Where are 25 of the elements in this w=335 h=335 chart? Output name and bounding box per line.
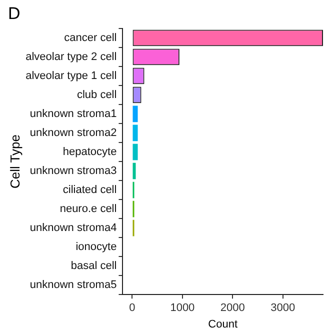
x-tick-label: 0 [129, 302, 136, 314]
bar [132, 124, 138, 142]
y-tick-label: unknown stroma4 [30, 222, 117, 234]
y-tick-label: ciliated cell [62, 184, 117, 196]
y-tick-label: alveolar type 2 cell [26, 50, 117, 63]
chart-title: D [8, 4, 20, 23]
y-tick-label: ionocyte [76, 241, 117, 254]
x-tick-label: 1000 [170, 302, 195, 314]
y-tick-label: cancer cell [64, 32, 117, 44]
y-tick-label: alveolar type 1 cell [26, 70, 117, 82]
y-tick-label: unknown stroma5 [30, 279, 117, 292]
x-tick-label: 2000 [220, 302, 245, 314]
y-tick-label: club cell [76, 88, 117, 101]
x-axis-title: Count [208, 318, 238, 330]
y-tick-label: basal cell [70, 260, 117, 272]
y-tick-label: neuro.e cell [60, 203, 117, 216]
y-tick-label: unknown stroma2 [30, 127, 117, 140]
x-tick-label: 3000 [270, 302, 296, 314]
bar [132, 162, 136, 180]
y-axis-title: Cell Type [7, 134, 22, 188]
bar [132, 144, 138, 160]
y-tick-label: unknown stroma3 [30, 165, 117, 178]
y-tick-label: unknown stroma1 [30, 108, 117, 120]
bar [132, 106, 138, 122]
y-tick-label: hepatocyte [62, 146, 117, 158]
